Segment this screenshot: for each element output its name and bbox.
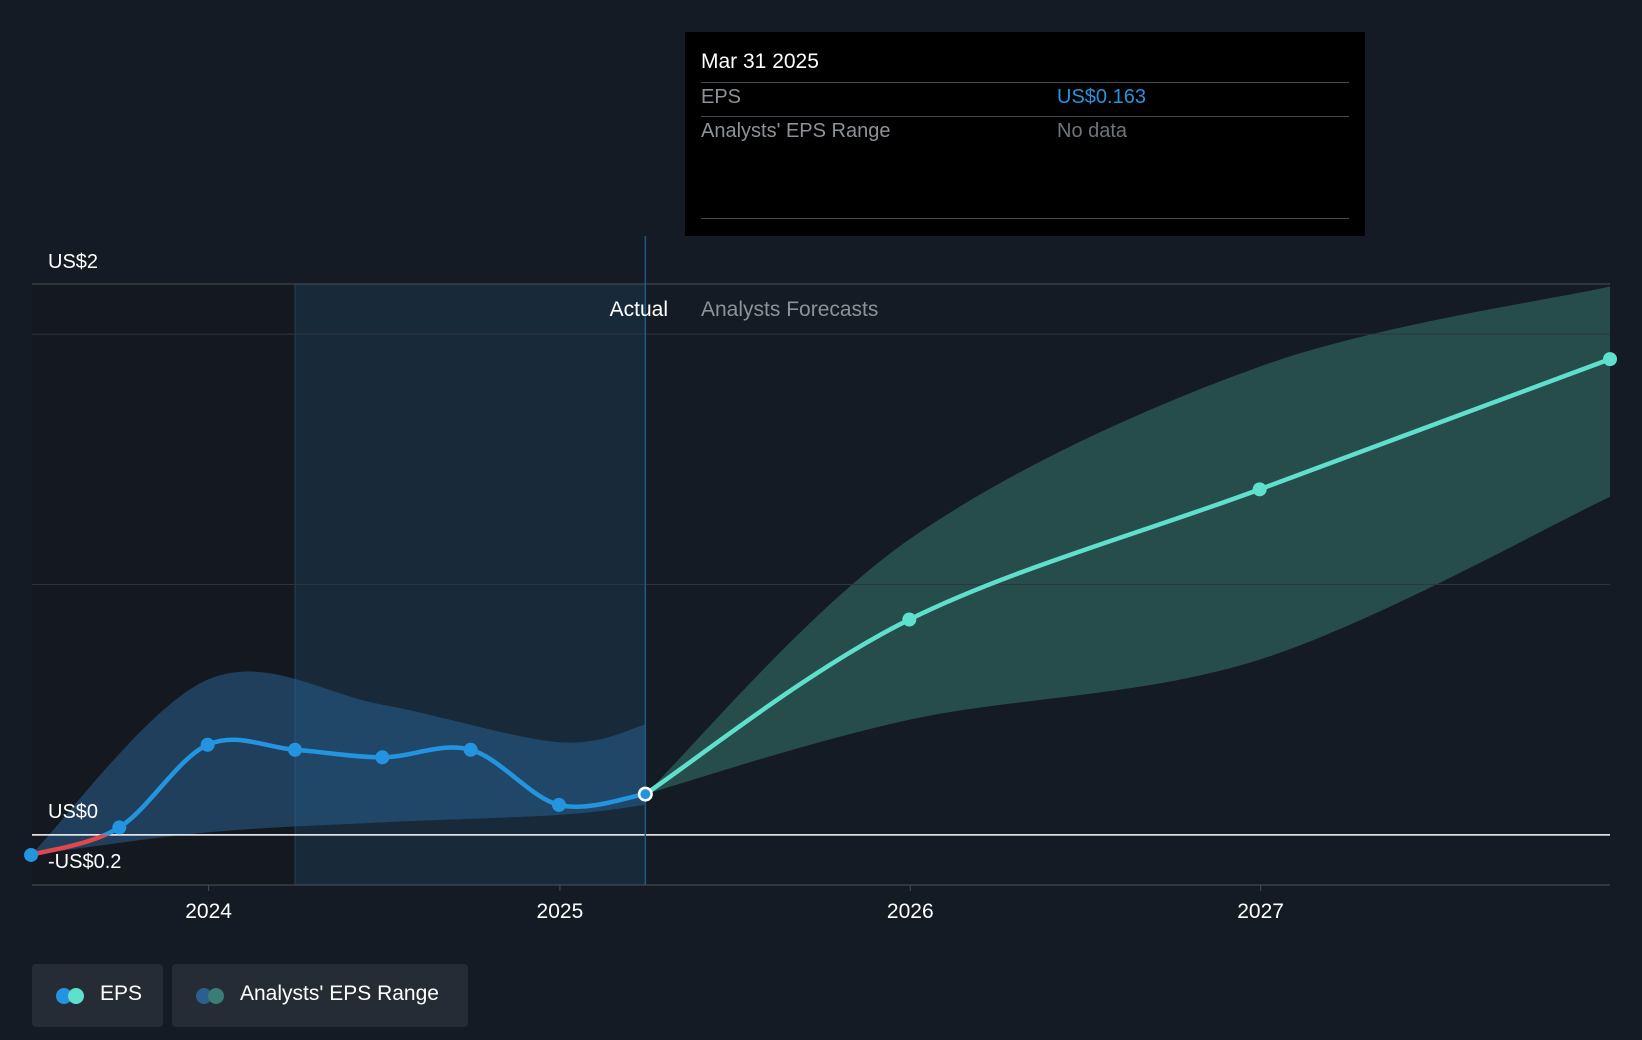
tooltip-date: Mar 31 2025 <box>701 50 819 73</box>
eps-forecast-point <box>1603 352 1617 367</box>
eps-selected-point <box>640 789 651 800</box>
eps-actual-point <box>375 750 390 765</box>
y-axis-label-top: US$2 <box>48 251 98 273</box>
x-tick-label: 2024 <box>185 900 232 923</box>
x-tick-label: 2025 <box>537 900 584 923</box>
x-tick-label: 2027 <box>1237 900 1284 923</box>
eps-forecast-point <box>902 612 917 627</box>
range-legend-icon <box>196 988 228 1004</box>
actual-eps-range-band <box>31 671 646 855</box>
eps-forecast-line <box>643 356 1613 797</box>
tooltip: Mar 31 2025 EPS US$0.163 Analysts' EPS R… <box>685 32 1365 236</box>
region-label-actual: Actual <box>610 298 668 321</box>
tooltip-divider <box>701 218 1349 219</box>
tooltip-divider <box>701 116 1349 117</box>
y-axis-label-zero: US$0 <box>48 801 98 823</box>
eps-actual-point <box>288 742 302 757</box>
legend-eps-label: EPS <box>100 982 143 1005</box>
tooltip-divider <box>701 82 1349 83</box>
legend-eps-button[interactable]: EPS <box>32 964 163 1027</box>
legend-range-button[interactable]: Analysts' EPS Range <box>172 964 468 1027</box>
eps-actual-line <box>99 737 648 835</box>
eps-legend-icon <box>56 988 88 1004</box>
eps-forecast-point <box>1252 482 1267 497</box>
tooltip-eps-label: EPS <box>701 86 742 108</box>
eps-actual-point <box>463 742 478 757</box>
tooltip-eps-value: US$0.163 <box>1057 86 1146 108</box>
tooltip-range-label: Analysts' EPS Range <box>701 120 891 142</box>
x-tick-label: 2026 <box>887 900 934 923</box>
eps-actual-point <box>200 737 215 752</box>
eps-actual-point <box>551 797 566 812</box>
eps-actual-point <box>24 847 39 862</box>
legend-range-label: Analysts' EPS Range <box>240 982 439 1005</box>
forecast-eps-range-band <box>645 286 1610 795</box>
region-label-forecast: Analysts Forecasts <box>701 298 878 321</box>
tooltip-range-value: No data <box>1057 120 1128 142</box>
y-axis-label-bottom: -US$0.2 <box>48 851 121 873</box>
eps-actual-point <box>112 820 127 835</box>
